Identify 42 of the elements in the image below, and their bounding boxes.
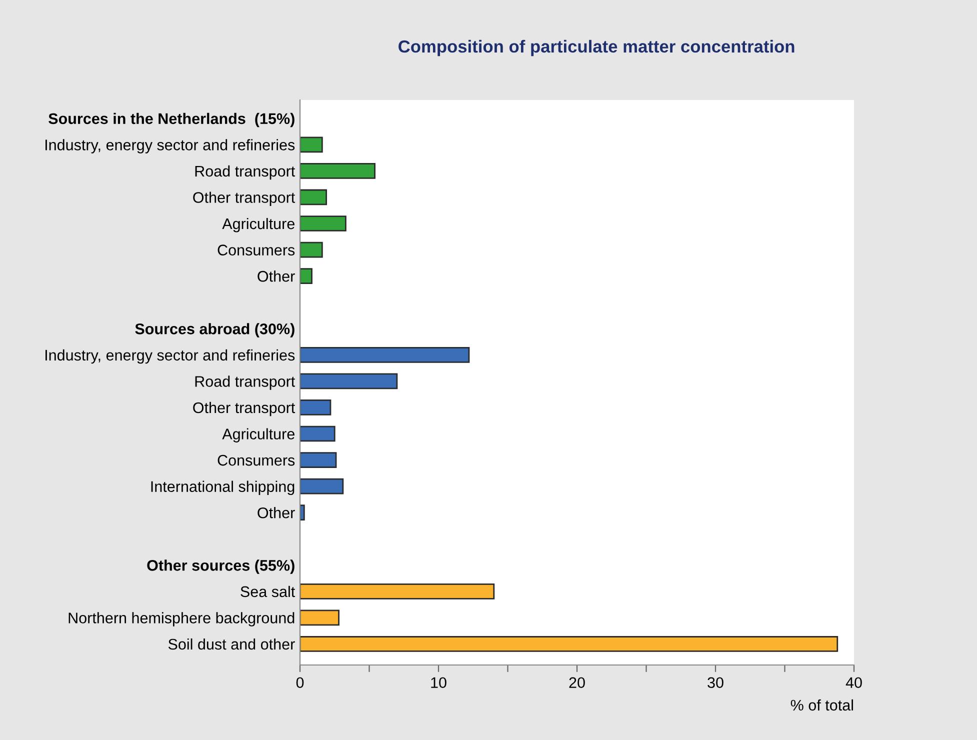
y-tick-label: Sources abroad (30%)	[135, 323, 294, 338]
bar	[300, 216, 346, 232]
y-tick-label: International shipping	[151, 480, 294, 496]
y-tick-label: Other transport	[193, 192, 296, 206]
bar	[300, 242, 323, 258]
bar	[300, 346, 470, 363]
y-tick-label: Consumers	[218, 244, 295, 256]
bar	[300, 610, 340, 626]
y-tick-label: Soil dust and other	[168, 638, 295, 650]
bar	[300, 163, 376, 179]
y-tick-label: Road transport	[195, 165, 296, 180]
chart-title: Composition of particulate matter concentration	[398, 40, 794, 56]
y-tick-label: Agriculture	[222, 218, 294, 232]
bar	[300, 426, 336, 442]
y-tick-label: Consumers	[218, 454, 295, 466]
x-axis-title: % of total	[790, 699, 853, 711]
bar	[300, 136, 323, 153]
x-tick-label: 20	[569, 677, 585, 688]
y-tick-label: Sea salt	[240, 586, 296, 598]
bar	[300, 478, 344, 494]
y-tick-label: Other transport	[193, 402, 296, 416]
bar	[300, 400, 332, 416]
y-tick-label: Other sources (55%)	[147, 560, 294, 574]
y-tick-label: Northern hemisphere background	[68, 612, 294, 626]
bar	[300, 189, 328, 206]
bar	[300, 268, 312, 284]
y-tick-label: Other	[258, 507, 295, 518]
bar	[300, 583, 495, 600]
y-tick-label: Road transport	[195, 376, 296, 390]
bar	[300, 452, 337, 468]
bar	[300, 504, 305, 521]
y-tick-label: Other	[258, 270, 295, 282]
bar	[300, 636, 838, 652]
x-tick-label: 30	[708, 677, 724, 688]
y-tick-label: Sources in the Netherlands (15%)	[48, 112, 294, 128]
bar	[300, 373, 398, 390]
x-tick-label: 40	[846, 677, 862, 688]
x-tick-label: 0	[296, 677, 304, 688]
y-tick-label: Industry, energy sector and refineries	[45, 139, 295, 154]
y-tick-label: Agriculture	[222, 428, 294, 442]
y-tick-label: Industry, energy sector and refineries	[45, 349, 295, 364]
x-tick-label: 10	[431, 677, 446, 688]
